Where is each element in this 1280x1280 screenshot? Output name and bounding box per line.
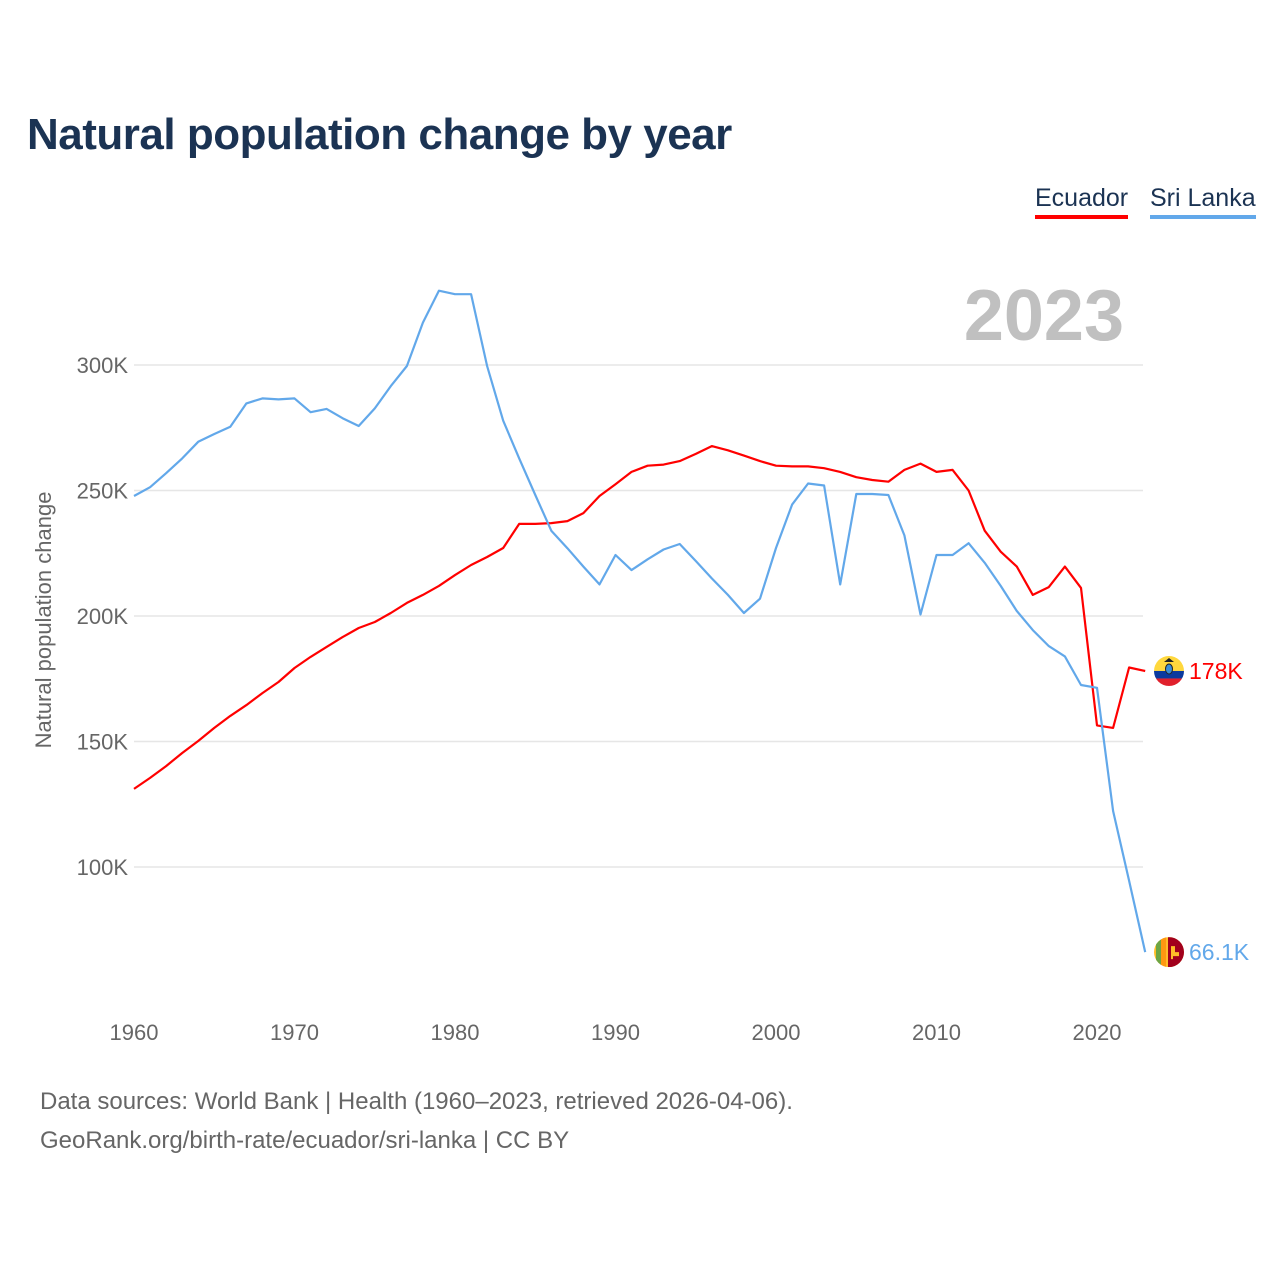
flag-lion	[1171, 946, 1179, 960]
flag-condor	[1164, 657, 1174, 662]
x-tick-label: 2000	[752, 1020, 801, 1045]
y-tick-label: 250K	[77, 479, 129, 504]
legend-item-ecuador[interactable]: Ecuador	[1035, 184, 1129, 219]
source-note: Data sources: World Bank | Health (1960–…	[40, 1088, 793, 1115]
x-tick-label: 2010	[912, 1020, 961, 1045]
y-tick-label: 150K	[77, 730, 129, 755]
y-tick-label: 200K	[77, 604, 129, 629]
end-value-label: 178K	[1189, 658, 1243, 684]
end-value-label: 66.1K	[1189, 939, 1250, 965]
y-tick-label: 100K	[77, 855, 129, 880]
series-line-ecuador	[133, 445, 1146, 790]
flag-emblem	[1165, 663, 1173, 675]
legend-item-sri-lanka[interactable]: Sri Lanka	[1150, 184, 1256, 219]
x-tick-label: 1980	[431, 1020, 480, 1045]
flag-body	[1154, 937, 1184, 968]
x-tick-label: 1970	[270, 1020, 319, 1045]
y-tick-label: 300K	[77, 353, 129, 378]
flag-sri-lanka-icon	[1154, 937, 1184, 968]
source-url[interactable]: GeoRank.org/birth-rate/ecuador/sri-lanka…	[40, 1127, 570, 1154]
flag-stripe	[1156, 937, 1161, 968]
x-tick-label: 1990	[591, 1020, 640, 1045]
x-tick-label: 1960	[110, 1020, 159, 1045]
y-axis-label: Natural population change	[31, 492, 56, 749]
flag-ecuador-icon	[1154, 655, 1184, 686]
year-watermark: 2023	[964, 276, 1124, 356]
flag-stripe	[1161, 937, 1166, 968]
series-line-sri-lanka	[133, 289, 1147, 953]
flag-stripe	[1154, 678, 1184, 686]
flag-body	[1154, 655, 1184, 686]
x-tick-label: 2020	[1073, 1020, 1122, 1045]
chart-title: Natural population change by year	[27, 110, 732, 159]
flag-stripe	[1154, 670, 1184, 679]
